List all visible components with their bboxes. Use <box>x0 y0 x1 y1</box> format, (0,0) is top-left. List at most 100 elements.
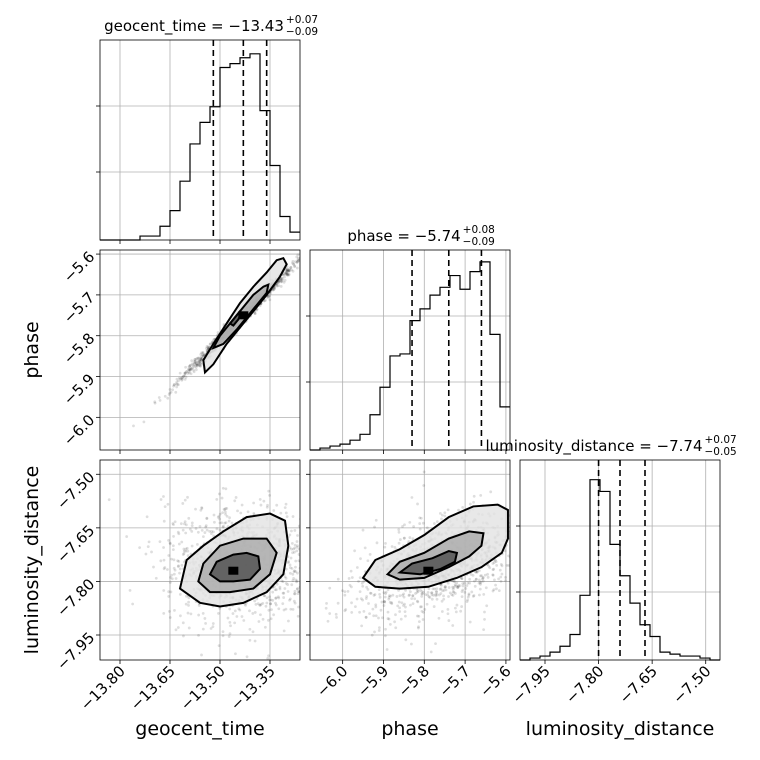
sample-point <box>369 591 373 595</box>
sample-point <box>162 589 166 592</box>
density-fill-level3 <box>399 551 457 575</box>
sample-point <box>275 284 279 288</box>
sample-point <box>448 591 452 595</box>
sample-point <box>166 396 170 400</box>
sample-point <box>150 550 153 554</box>
sample-point <box>170 557 174 561</box>
sample-point <box>301 573 304 576</box>
sample-point <box>451 590 455 594</box>
sample-point <box>374 603 378 607</box>
sample-point <box>239 511 243 515</box>
sample-point <box>305 552 308 555</box>
sample-point <box>288 597 292 601</box>
sample-point <box>306 564 309 567</box>
sample-point <box>489 490 493 494</box>
sample-point <box>233 609 237 613</box>
y-tick-label: −7.80 <box>53 575 98 620</box>
sample-point <box>263 594 267 598</box>
sample-point <box>293 550 296 554</box>
sample-point <box>447 595 450 598</box>
sample-point <box>174 628 178 632</box>
sample-point <box>504 579 507 583</box>
sample-point <box>210 530 214 533</box>
sample-point <box>286 272 289 276</box>
sample-point <box>386 617 390 620</box>
sample-point <box>402 604 405 607</box>
sample-point <box>277 596 281 600</box>
sample-point <box>521 564 524 567</box>
sample-point <box>290 541 294 545</box>
sample-point <box>287 619 290 623</box>
sample-point <box>215 497 219 501</box>
sample-point <box>446 607 450 611</box>
sample-point <box>245 655 249 659</box>
sample-point <box>475 570 479 574</box>
x-axis-label-phase: phase <box>381 718 438 740</box>
sample-point <box>195 357 198 361</box>
sample-point <box>296 587 299 591</box>
sample-point <box>410 597 414 601</box>
sample-point <box>497 589 501 593</box>
sample-point <box>268 294 272 298</box>
sample-point <box>478 587 482 591</box>
sample-point <box>171 544 175 548</box>
sample-point <box>173 608 176 612</box>
y-tick-label: −6.0 <box>60 411 98 449</box>
sample-point <box>468 620 472 624</box>
sample-point <box>374 605 378 609</box>
sample-point <box>174 577 178 580</box>
sample-point <box>311 568 314 571</box>
sample-point <box>359 597 363 601</box>
sample-point <box>168 581 172 584</box>
sample-point <box>172 383 176 386</box>
sample-point <box>178 571 181 575</box>
sample-point <box>312 244 315 247</box>
sample-point <box>483 573 487 577</box>
sample-point <box>396 604 400 608</box>
sample-point <box>222 507 226 511</box>
sample-point <box>269 617 273 621</box>
sample-point <box>286 269 290 273</box>
sample-point <box>484 586 488 590</box>
sample-point <box>176 626 180 629</box>
sample-point <box>279 277 283 281</box>
sample-point <box>440 599 444 603</box>
sample-point <box>264 604 268 608</box>
sample-point <box>499 579 503 583</box>
sample-point <box>299 560 300 563</box>
sample-point <box>200 358 203 362</box>
sample-point <box>251 630 255 634</box>
sample-point <box>279 285 283 288</box>
sample-point <box>233 621 237 625</box>
sample-point <box>463 590 467 594</box>
sample-point <box>446 581 450 585</box>
sample-point <box>329 576 332 579</box>
sample-point <box>387 595 391 599</box>
sample-point <box>305 612 308 615</box>
sample-point <box>289 607 293 611</box>
sample-point <box>480 574 483 578</box>
sample-point <box>388 600 392 604</box>
sample-point <box>274 603 278 607</box>
sample-point <box>229 624 232 628</box>
sample-point <box>215 527 219 531</box>
contour-level-2 <box>385 530 485 581</box>
sample-point <box>275 582 279 586</box>
sample-point <box>198 362 202 366</box>
sample-point <box>223 508 227 512</box>
y-tick-label: −5.7 <box>60 289 98 327</box>
sample-point <box>187 626 191 630</box>
sample-point <box>491 573 495 577</box>
sample-point <box>403 523 406 527</box>
sample-point <box>283 278 287 282</box>
sample-point <box>304 575 307 578</box>
sample-point <box>420 592 424 596</box>
sample-point <box>235 615 239 618</box>
title-main: geocent_time = −13.43 <box>104 17 284 36</box>
sample-point <box>147 540 151 544</box>
sample-point <box>183 371 187 375</box>
axes-frame <box>309 249 511 451</box>
sample-point <box>201 627 205 631</box>
sample-point <box>420 595 424 598</box>
panel-content <box>107 486 332 660</box>
